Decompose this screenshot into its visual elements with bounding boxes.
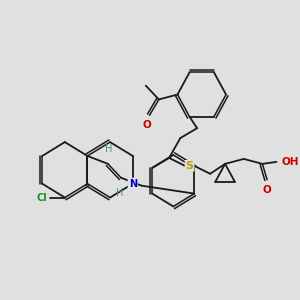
Text: O: O [142, 120, 151, 130]
Text: O: O [263, 185, 272, 195]
Text: H: H [105, 144, 112, 154]
Text: N: N [129, 179, 137, 189]
Text: S: S [186, 161, 194, 171]
Text: OH: OH [281, 157, 298, 167]
Text: H: H [116, 188, 124, 198]
Text: Cl: Cl [36, 193, 47, 202]
